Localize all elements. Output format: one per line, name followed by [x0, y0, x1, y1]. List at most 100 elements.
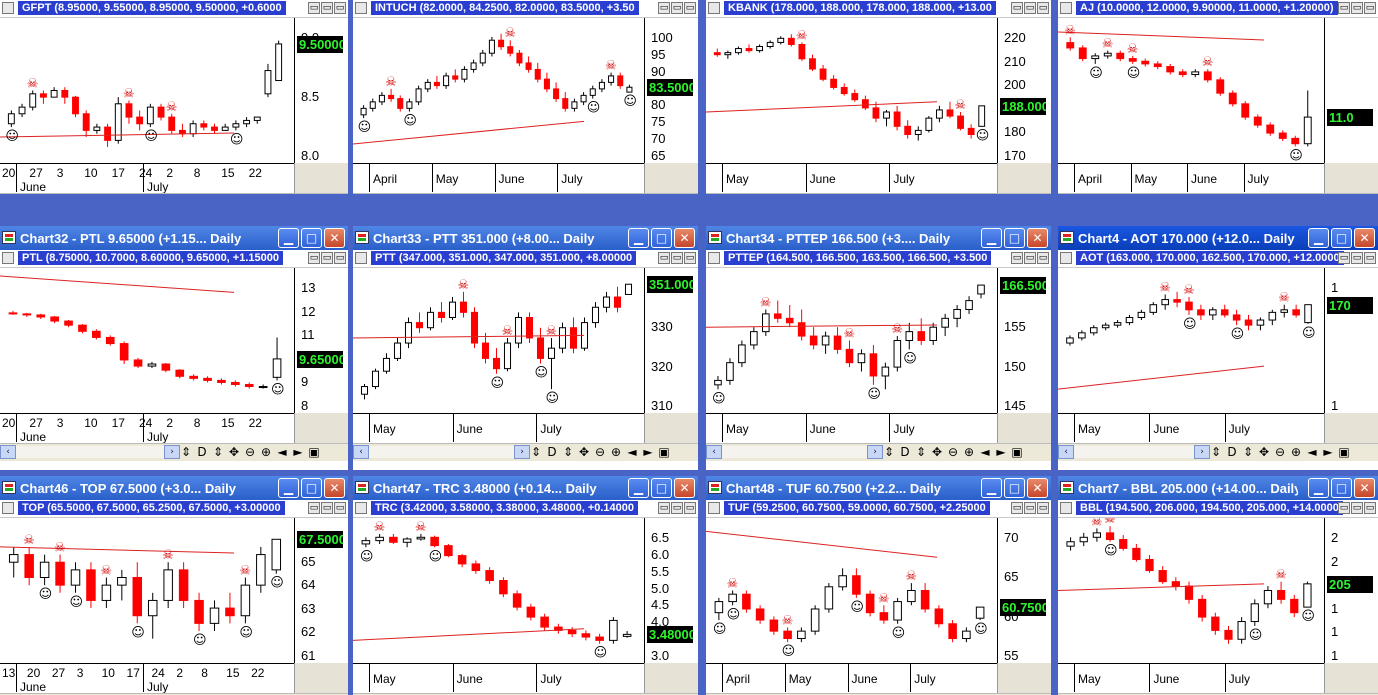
- toolbar-button-6[interactable]: ◄: [1307, 445, 1317, 459]
- close-button[interactable]: ✕: [1027, 478, 1048, 498]
- chart-scrollbar[interactable]: ‹›⇕D⇕✥⊖⊕◄►▣: [353, 193, 698, 194]
- header-menu-icon[interactable]: [708, 2, 720, 14]
- toolbar-button-8[interactable]: ▣: [308, 445, 320, 459]
- chart-window-trc[interactable]: Chart47 - TRC 3.48000 (+0.14... Daily ▁ □ ✕…: [353, 476, 698, 695]
- close-button[interactable]: ✕: [1354, 228, 1375, 248]
- maximize-button[interactable]: □: [1004, 478, 1025, 498]
- chart-scrollbar[interactable]: ‹›⇕D⇕✥⊖⊕◄►▣: [353, 693, 698, 695]
- header-button-1[interactable]: ▭: [1351, 252, 1363, 264]
- chart-scrollbar[interactable]: ‹›⇕D⇕✥⊖⊕◄►▣: [706, 443, 1051, 461]
- header-menu-icon[interactable]: [1060, 502, 1072, 514]
- minimize-button[interactable]: ▁: [278, 228, 299, 248]
- window-titlebar[interactable]: Chart33 - PTT 351.000 (+8.00... Daily ▁ □ ✕: [353, 226, 698, 250]
- header-button-1[interactable]: ▭: [321, 502, 333, 514]
- close-button[interactable]: ✕: [674, 478, 695, 498]
- header-menu-icon[interactable]: [355, 502, 367, 514]
- header-button-2[interactable]: ▭: [334, 252, 346, 264]
- header-button-1[interactable]: ▭: [1024, 252, 1036, 264]
- price-plot[interactable]: ☠ ☠ ☺: [706, 18, 997, 163]
- header-menu-icon[interactable]: [2, 2, 14, 14]
- chart-window-aot[interactable]: Chart4 - AOT 170.000 (+12.0... Daily ▁ □ ✕ A…: [1058, 226, 1378, 470]
- maximize-button[interactable]: □: [1004, 228, 1025, 248]
- toolbar-button-2[interactable]: ⇕: [562, 445, 574, 459]
- chart-scrollbar[interactable]: ‹›⇕D⇕✥⊖⊕◄►▣: [1058, 443, 1378, 461]
- chart-scrollbar[interactable]: ‹›⇕D⇕✥⊖⊕◄►▣: [0, 443, 348, 461]
- header-button-0[interactable]: ▭: [308, 502, 320, 514]
- minimize-button[interactable]: ▁: [628, 228, 649, 248]
- header-button-0[interactable]: ▭: [308, 252, 320, 264]
- toolbar-button-5[interactable]: ⊕: [610, 445, 622, 459]
- chart-window-gfpt[interactable]: GFPT (8.95000, 9.55000, 8.95000, 9.50000…: [0, 0, 348, 194]
- toolbar-button-2[interactable]: ⇕: [915, 445, 927, 459]
- scroll-left-button[interactable]: ‹: [706, 445, 722, 459]
- header-menu-icon[interactable]: [1060, 252, 1072, 264]
- toolbar-button-0[interactable]: ⇕: [530, 445, 542, 459]
- chart-window-tuf[interactable]: Chart48 - TUF 60.7500 (+2.2... Daily ▁ □ ✕ T…: [706, 476, 1051, 695]
- price-plot[interactable]: ☠ ☠ ☠ ☺ ☺ ☺ ☺: [353, 18, 644, 163]
- close-button[interactable]: ✕: [324, 228, 345, 248]
- chart-scrollbar[interactable]: ‹›⇕D⇕✥⊖⊕◄►▣: [1058, 693, 1378, 695]
- toolbar-button-3[interactable]: ✥: [228, 445, 240, 459]
- toolbar-button-8[interactable]: ▣: [1011, 445, 1023, 459]
- header-button-2[interactable]: ▭: [684, 2, 696, 14]
- header-button-1[interactable]: ▭: [1351, 502, 1363, 514]
- header-button-1[interactable]: ▭: [671, 252, 683, 264]
- scroll-left-button[interactable]: ‹: [0, 445, 16, 459]
- window-titlebar[interactable]: Chart4 - AOT 170.000 (+12.0... Daily ▁ □ ✕: [1058, 226, 1378, 250]
- scroll-track[interactable]: [16, 446, 164, 458]
- toolbar-button-3[interactable]: ✥: [931, 445, 943, 459]
- toolbar-button-6[interactable]: ◄: [627, 445, 637, 459]
- toolbar-button-2[interactable]: ⇕: [212, 445, 224, 459]
- header-button-0[interactable]: ▭: [1011, 502, 1023, 514]
- header-button-1[interactable]: ▭: [671, 502, 683, 514]
- minimize-button[interactable]: ▁: [1308, 228, 1329, 248]
- scroll-left-button[interactable]: ‹: [1058, 445, 1074, 459]
- toolbar-button-1[interactable]: D: [900, 445, 910, 459]
- chart-window-ptl[interactable]: Chart32 - PTL 9.65000 (+1.15... Daily ▁ □ ✕…: [0, 226, 348, 470]
- header-button-0[interactable]: ▭: [1338, 2, 1350, 14]
- scroll-track[interactable]: [722, 446, 867, 458]
- scroll-thumb[interactable]: ›: [514, 445, 530, 459]
- price-plot[interactable]: ☠ ☠ ☺ ☺ ☺: [353, 518, 644, 663]
- chart-scrollbar[interactable]: ‹›⇕D⇕✥⊖⊕◄►▣: [706, 193, 1051, 194]
- price-plot[interactable]: ☠ ☠ ☠ ☺ ☺ ☺: [1058, 518, 1324, 663]
- chart-window-kbank[interactable]: KBANK (178.000, 188.000, 178.000, 188.00…: [706, 0, 1051, 194]
- header-button-0[interactable]: ▭: [1338, 502, 1350, 514]
- chart-scrollbar[interactable]: ‹›⇕D⇕✥⊖⊕◄►▣: [0, 693, 348, 695]
- toolbar-button-8[interactable]: ▣: [1338, 445, 1350, 459]
- header-menu-icon[interactable]: [708, 502, 720, 514]
- price-plot[interactable]: ☠ ☠ ☠ ☠ ☺ ☺ ☺ ☺ ☺ ☺: [706, 518, 997, 663]
- toolbar-button-1[interactable]: D: [197, 445, 207, 459]
- minimize-button[interactable]: ▁: [981, 228, 1002, 248]
- toolbar-button-5[interactable]: ⊕: [1290, 445, 1302, 459]
- header-button-0[interactable]: ▭: [658, 2, 670, 14]
- minimize-button[interactable]: ▁: [1308, 478, 1329, 498]
- toolbar-button-0[interactable]: ⇕: [883, 445, 895, 459]
- toolbar-button-5[interactable]: ⊕: [963, 445, 975, 459]
- toolbar-button-2[interactable]: ⇕: [1242, 445, 1254, 459]
- price-plot[interactable]: ☠ ☠ ☠ ☺ ☺ ☺: [0, 18, 294, 163]
- header-menu-icon[interactable]: [2, 502, 14, 514]
- header-button-2[interactable]: ▭: [1364, 252, 1376, 264]
- toolbar-button-1[interactable]: D: [547, 445, 557, 459]
- chart-window-intuch[interactable]: INTUCH (82.0000, 84.2500, 82.0000, 83.50…: [353, 0, 698, 194]
- window-titlebar[interactable]: Chart7 - BBL 205.000 (+14.00... Daily ▁ □ ✕: [1058, 476, 1378, 500]
- header-menu-icon[interactable]: [355, 252, 367, 264]
- minimize-button[interactable]: ▁: [278, 478, 299, 498]
- toolbar-button-3[interactable]: ✥: [578, 445, 590, 459]
- window-titlebar[interactable]: Chart32 - PTL 9.65000 (+1.15... Daily ▁ □ ✕: [0, 226, 348, 250]
- maximize-button[interactable]: □: [1331, 478, 1352, 498]
- chart-window-ptt[interactable]: Chart33 - PTT 351.000 (+8.00... Daily ▁ □ ✕…: [353, 226, 698, 470]
- header-button-0[interactable]: ▭: [1338, 252, 1350, 264]
- header-button-1[interactable]: ▭: [1024, 502, 1036, 514]
- chart-window-pttep[interactable]: Chart34 - PTTEP 166.500 (+3.... Daily ▁ □ ✕…: [706, 226, 1051, 470]
- header-button-2[interactable]: ▭: [334, 502, 346, 514]
- header-menu-icon[interactable]: [2, 252, 14, 264]
- header-button-0[interactable]: ▭: [1011, 2, 1023, 14]
- chart-window-bbl[interactable]: Chart7 - BBL 205.000 (+14.00... Daily ▁ □ ✕…: [1058, 476, 1378, 695]
- header-button-2[interactable]: ▭: [1037, 502, 1049, 514]
- chart-scrollbar[interactable]: ‹›⇕D⇕✥⊖⊕◄►▣: [706, 693, 1051, 695]
- toolbar-button-6[interactable]: ◄: [277, 445, 287, 459]
- header-menu-icon[interactable]: [355, 2, 367, 14]
- scroll-track[interactable]: [369, 446, 514, 458]
